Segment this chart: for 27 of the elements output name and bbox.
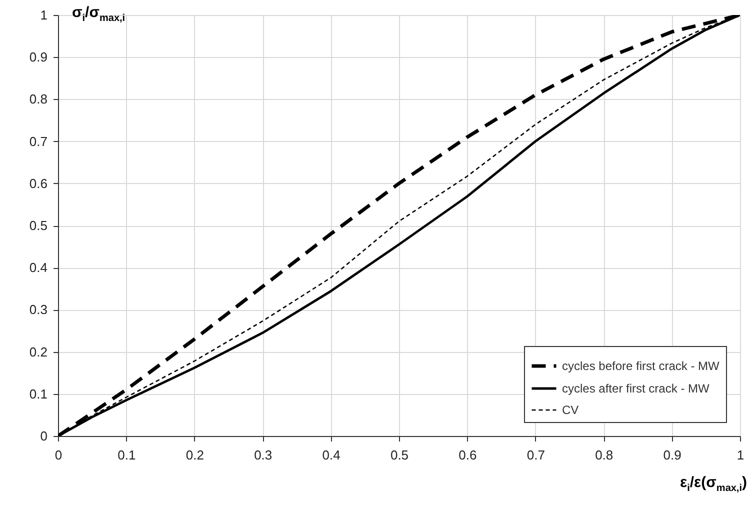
y-tick-label: 0.2	[29, 344, 48, 360]
x-tick-label: 0.6	[458, 448, 477, 462]
y-tick-label: 0.3	[29, 302, 48, 318]
y-tick-label: 0.7	[29, 134, 48, 149]
y-tick-label: 0	[40, 428, 48, 444]
y-tick-label: 0.8	[29, 92, 48, 107]
x-tick-label: 0.7	[526, 448, 545, 462]
y-tick-label: 0.4	[29, 260, 48, 276]
y-tick-label: 0.6	[29, 176, 48, 191]
x-tick-label: 0	[54, 448, 62, 462]
y-axis-title: σ$_{i}$/σ$_{max,i}$	[72, 4, 126, 24]
x-tick-label: 0.8	[595, 448, 614, 462]
y-tick-label: 1	[40, 8, 48, 22]
legend-label: CV	[562, 403, 579, 417]
x-tick-label: 1	[736, 448, 744, 462]
y-tick-label: 0.5	[29, 218, 48, 233]
legend-label: cycles before first crack - MW	[562, 359, 720, 373]
legend-label: cycles after first crack - MW	[562, 382, 710, 396]
x-tick-label: 0.9	[663, 448, 682, 462]
x-axis-title: ε$_{i}$/ε(σ$_{max,i}$)	[680, 474, 747, 494]
x-tick-label: 0.3	[254, 448, 272, 462]
y-tick-label: 0.9	[29, 50, 48, 65]
y-tick-label: 0.1	[29, 386, 48, 402]
x-tick-label: 0.4	[322, 448, 340, 462]
x-tick-label: 0.5	[390, 448, 409, 462]
x-tick-label: 0.2	[186, 448, 204, 462]
x-tick-label: 0.1	[118, 448, 136, 462]
